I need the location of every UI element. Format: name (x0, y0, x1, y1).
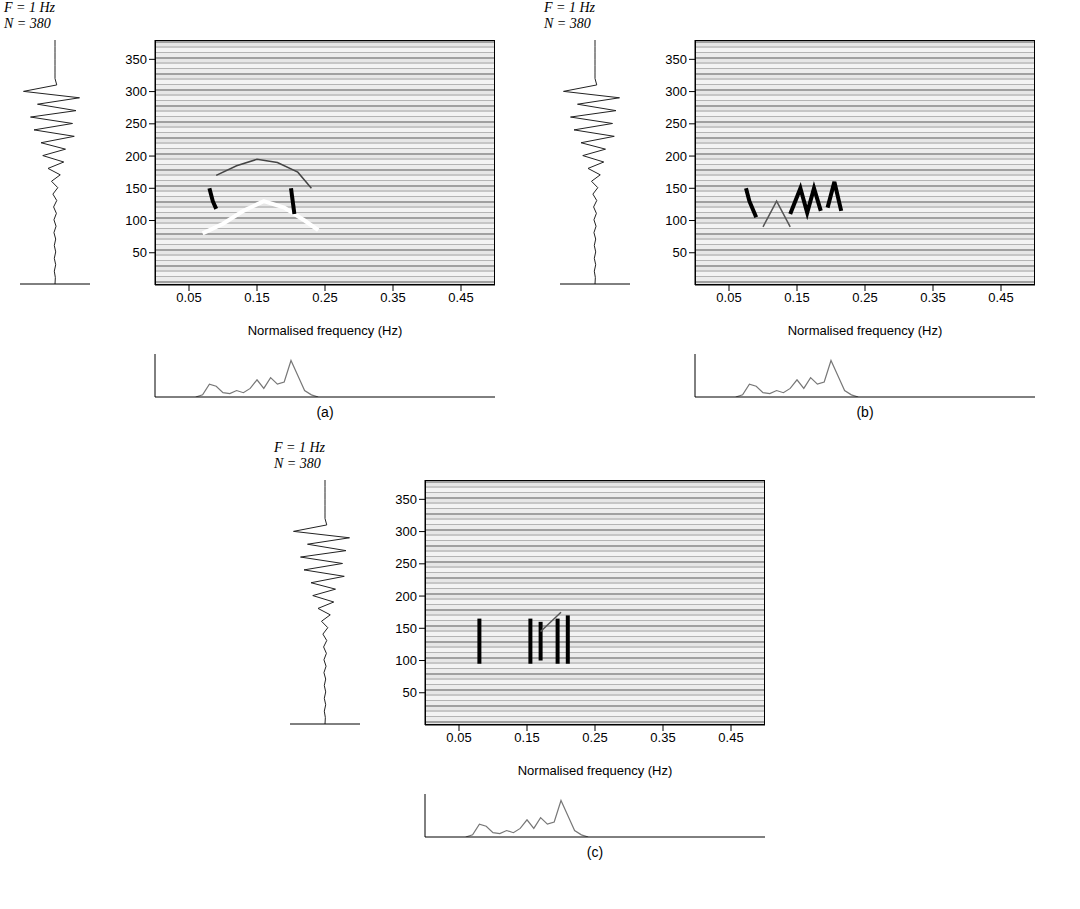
svg-text:0.05: 0.05 (716, 290, 741, 305)
svg-text:150: 150 (665, 181, 687, 196)
svg-text:0.25: 0.25 (582, 730, 607, 745)
html-text:(b): (b) (856, 404, 874, 420)
html-text:F = 1 Hz: F = 1 Hz (544, 0, 596, 15)
svg-text:0.45: 0.45 (718, 730, 743, 745)
svg-text:300: 300 (665, 84, 687, 99)
svg-text:0.35: 0.35 (380, 290, 405, 305)
svg-text:250: 250 (395, 556, 417, 571)
svg-text:250: 250 (125, 116, 147, 131)
svg-text:50: 50 (403, 685, 417, 700)
svg-text:0.05: 0.05 (176, 290, 201, 305)
svg-text:200: 200 (125, 149, 147, 164)
svg-text:50: 50 (673, 245, 687, 260)
html-text:(a): (a) (316, 404, 334, 420)
svg-text:200: 200 (665, 149, 687, 164)
svg-text:150: 150 (125, 181, 147, 196)
svg-text:250: 250 (665, 116, 687, 131)
svg-text:0.15: 0.15 (244, 290, 269, 305)
html-text:F = 1 Hz: F = 1 Hz (274, 440, 326, 455)
svg-text:0.25: 0.25 (852, 290, 877, 305)
svg-text:100: 100 (125, 213, 147, 228)
html-text:F = 1 Hz: F = 1 Hz (4, 0, 56, 15)
svg-text:0.35: 0.35 (920, 290, 945, 305)
svg-text:300: 300 (125, 84, 147, 99)
svg-text:Normalised frequency (Hz): Normalised frequency (Hz) (518, 763, 673, 778)
html-text:N = 380: N = 380 (4, 16, 51, 31)
svg-text:0.15: 0.15 (514, 730, 539, 745)
svg-text:50: 50 (133, 245, 147, 260)
svg-text:200: 200 (395, 589, 417, 604)
svg-text:0.45: 0.45 (448, 290, 473, 305)
svg-text:Normalised frequency (Hz): Normalised frequency (Hz) (248, 323, 403, 338)
svg-text:100: 100 (665, 213, 687, 228)
html-text:N = 380: N = 380 (274, 456, 321, 471)
svg-text:0.15: 0.15 (784, 290, 809, 305)
svg-text:150: 150 (395, 621, 417, 636)
svg-text:350: 350 (395, 492, 417, 507)
svg-text:100: 100 (395, 653, 417, 668)
svg-text:350: 350 (125, 52, 147, 67)
svg-text:0.35: 0.35 (650, 730, 675, 745)
svg-text:Normalised frequency (Hz): Normalised frequency (Hz) (788, 323, 943, 338)
svg-text:350: 350 (665, 52, 687, 67)
svg-text:0.05: 0.05 (446, 730, 471, 745)
html-text:(c): (c) (586, 844, 604, 860)
svg-text:0.45: 0.45 (988, 290, 1013, 305)
svg-text:300: 300 (395, 524, 417, 539)
svg-text:0.25: 0.25 (312, 290, 337, 305)
html-text:N = 380: N = 380 (544, 16, 591, 31)
